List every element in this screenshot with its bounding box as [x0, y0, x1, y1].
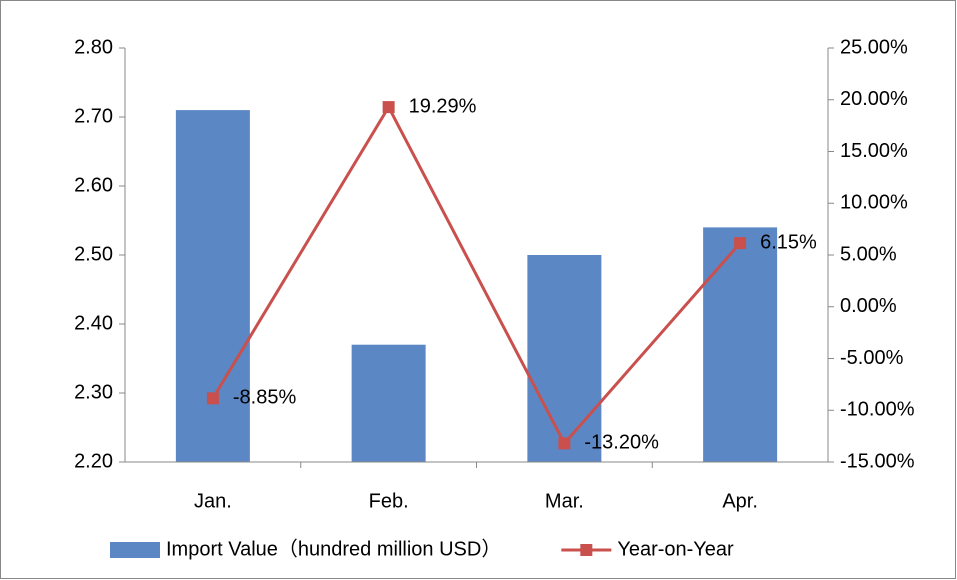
y2-tick-label: 10.00%	[840, 192, 908, 214]
y2-tick-label: 0.00%	[840, 295, 897, 317]
y2-tick-label: 5.00%	[840, 243, 897, 265]
legend-swatch	[580, 544, 593, 556]
y2-tick-label: -5.00%	[840, 347, 904, 369]
y-tick-label: 2.80	[74, 36, 113, 58]
x-tick-label: Mar.	[545, 490, 584, 512]
y-tick-label: 2.30	[74, 381, 113, 403]
point	[734, 237, 747, 250]
y-tick-label: 2.40	[74, 312, 113, 334]
y2-tick-label: 20.00%	[840, 88, 908, 110]
legend-swatch	[110, 542, 160, 558]
point	[382, 101, 395, 114]
legend-label: Import Value（hundred million USD）	[166, 537, 501, 560]
data-label: -13.20%	[584, 432, 659, 454]
bar	[527, 255, 602, 462]
y-tick-label: 2.70	[74, 105, 113, 127]
y-tick-label: 2.50	[74, 243, 113, 265]
y-tick-label: 2.20	[74, 450, 113, 472]
data-label: 6.15%	[760, 231, 817, 253]
legend-label: Year-on-Year	[617, 538, 734, 560]
bar	[175, 110, 250, 462]
x-tick-label: Feb.	[369, 490, 409, 512]
y-tick-label: 2.60	[74, 174, 113, 196]
line	[211, 104, 742, 447]
x-tick-label: Apr.	[722, 490, 758, 512]
point	[206, 392, 219, 405]
y2-tick-label: 25.00%	[840, 36, 908, 58]
point	[558, 437, 571, 450]
data-label: 19.29%	[409, 95, 477, 117]
bar	[703, 227, 778, 462]
y2-tick-label: 15.00%	[840, 140, 908, 162]
x-tick-label: Jan.	[194, 490, 232, 512]
y2-tick-label: -10.00%	[840, 399, 915, 421]
data-label: -8.85%	[233, 387, 297, 409]
y2-tick-label: -15.00%	[840, 450, 915, 472]
bar	[351, 344, 426, 462]
